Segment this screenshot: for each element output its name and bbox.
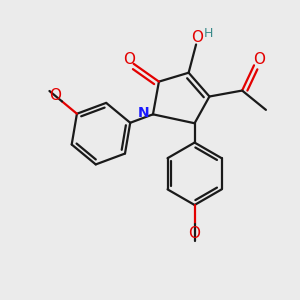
Text: O: O bbox=[254, 52, 266, 68]
Text: O: O bbox=[189, 226, 201, 241]
Text: N: N bbox=[138, 106, 149, 120]
Text: H: H bbox=[204, 27, 213, 40]
Text: O: O bbox=[49, 88, 61, 103]
Text: O: O bbox=[123, 52, 135, 67]
Text: O: O bbox=[192, 30, 204, 45]
